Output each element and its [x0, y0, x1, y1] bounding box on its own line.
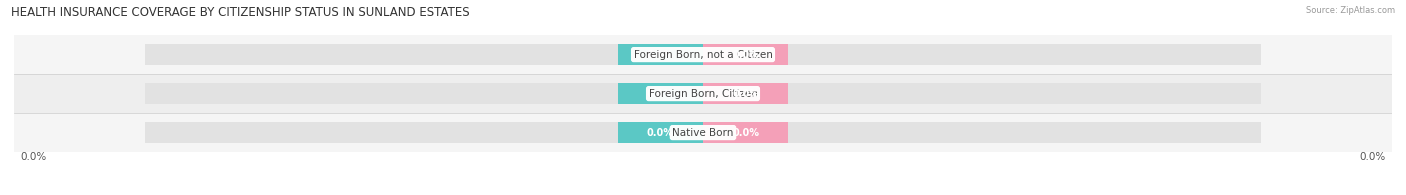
Bar: [703, 122, 789, 143]
Text: 0.0%: 0.0%: [733, 128, 759, 138]
Text: 0.0%: 0.0%: [647, 128, 673, 138]
Bar: [703, 44, 789, 65]
Text: Native Born: Native Born: [672, 128, 734, 138]
Bar: [14, 74, 1392, 113]
Bar: [14, 35, 1392, 74]
Text: Foreign Born, Citizen: Foreign Born, Citizen: [648, 89, 758, 99]
Bar: [145, 44, 1261, 65]
Text: 0.0%: 0.0%: [647, 89, 673, 99]
Bar: [703, 83, 789, 104]
Bar: [145, 83, 1261, 104]
Text: 0.0%: 0.0%: [733, 50, 759, 60]
Bar: [14, 113, 1392, 152]
Text: 0.0%: 0.0%: [647, 50, 673, 60]
Bar: [617, 122, 703, 143]
Bar: [617, 44, 703, 65]
Text: Source: ZipAtlas.com: Source: ZipAtlas.com: [1306, 6, 1395, 15]
Text: 0.0%: 0.0%: [733, 89, 759, 99]
Text: 0.0%: 0.0%: [1360, 152, 1385, 162]
Text: 0.0%: 0.0%: [21, 152, 46, 162]
Text: Foreign Born, not a Citizen: Foreign Born, not a Citizen: [634, 50, 772, 60]
Bar: [617, 83, 703, 104]
Bar: [145, 122, 1261, 143]
Text: HEALTH INSURANCE COVERAGE BY CITIZENSHIP STATUS IN SUNLAND ESTATES: HEALTH INSURANCE COVERAGE BY CITIZENSHIP…: [11, 6, 470, 19]
